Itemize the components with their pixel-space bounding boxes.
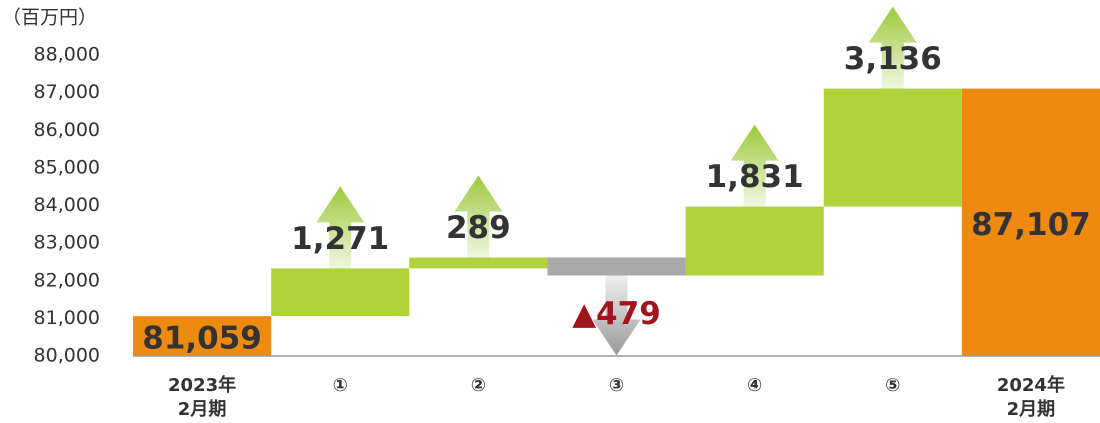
arrows [316,6,917,356]
y-tick-label: 82,000 [34,269,100,291]
y-tick-label: 86,000 [34,119,100,141]
bar [271,268,410,317]
x-tick-label: ③ [609,375,624,396]
value-label: 1,271 [291,221,389,257]
bar [133,316,272,356]
bar [961,88,1100,357]
x-tick-label: 2024年 2月期 [997,374,1065,420]
x-tick-label: ⑤ [885,375,900,396]
y-tick-label: 80,000 [34,345,100,367]
value-label: 3,136 [844,41,942,77]
arrow [316,186,365,269]
bar [685,206,824,276]
bar [409,257,548,269]
x-tick-label: 2023年 2月期 [168,374,236,420]
y-tick-label: 88,000 [34,44,100,66]
value-label: 1,831 [706,159,804,195]
value-label: 87,107 [971,207,1091,243]
arrow [868,6,917,89]
value-label: 289 [446,210,511,246]
x-tick-label: ④ [747,375,762,396]
bars [133,88,1100,357]
y-tick-label: 81,000 [34,307,100,329]
arrow [592,275,641,356]
bar [547,257,686,276]
x-tick-label: ② [471,375,486,396]
unit-label: （百万円） [2,7,97,29]
x-tick-label: ① [333,375,348,396]
y-tick-label: 83,000 [34,232,100,254]
value-label: 81,059 [142,321,262,357]
value-label: ▲479 [572,296,661,332]
y-tick-label: 84,000 [34,194,100,216]
arrow [730,124,779,207]
arrow [454,175,503,258]
y-tick-label: 87,000 [34,81,100,103]
y-tick-label: 85,000 [34,156,100,178]
bar [823,88,962,207]
